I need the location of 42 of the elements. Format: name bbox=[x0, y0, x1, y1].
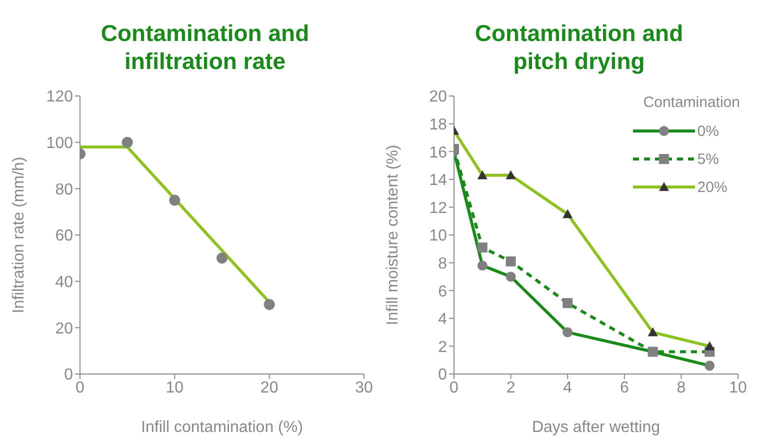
x-tick-label: 0 bbox=[76, 379, 85, 396]
y-axis-title: Infill moisture content (%) bbox=[384, 144, 402, 326]
chart-title: Contamination and infiltration rate bbox=[100, 19, 310, 76]
y-tick-label: 40 bbox=[55, 274, 74, 292]
y-tick-label: 0 bbox=[64, 366, 74, 384]
legend-label: 5% bbox=[697, 150, 719, 168]
y-tick-label: 4 bbox=[438, 311, 448, 328]
y-tick-label: 60 bbox=[55, 228, 74, 245]
y-tick-label: 20 bbox=[429, 88, 448, 106]
y-tick-label: 100 bbox=[46, 135, 74, 152]
x-tick-label: 4 bbox=[563, 379, 572, 396]
point bbox=[264, 299, 275, 310]
y-tick-label: 120 bbox=[46, 88, 74, 106]
y-tick-label: 18 bbox=[429, 116, 448, 134]
x-tick-label: 8 bbox=[676, 379, 686, 396]
y-tick-label: 20 bbox=[55, 320, 74, 338]
y-tick-label: 14 bbox=[429, 172, 448, 190]
y-tick-label: 16 bbox=[429, 144, 448, 162]
y-tick-label: 10 bbox=[429, 228, 448, 245]
x-tick-label: 6 bbox=[620, 379, 629, 396]
x-tick-label: 0 bbox=[450, 379, 459, 396]
point bbox=[122, 136, 133, 148]
x-tick-label: 20 bbox=[260, 379, 278, 396]
chart-title: Contamination and pitch drying bbox=[474, 19, 684, 76]
point bbox=[169, 194, 180, 206]
y-tick-label: 0 bbox=[438, 366, 448, 384]
point bbox=[216, 252, 228, 264]
x-axis-title: Infill contamination (%) bbox=[141, 419, 303, 436]
y-tick-label: 80 bbox=[55, 181, 74, 198]
x-tick-label: 10 bbox=[166, 379, 184, 396]
x-tick-label: 30 bbox=[355, 379, 373, 396]
y-tick-label: 12 bbox=[429, 200, 448, 217]
legend-title: Contamination bbox=[643, 94, 740, 111]
legend-label: 20% bbox=[697, 178, 728, 196]
y-axis-title: Infiltration rate (mm/h) bbox=[10, 156, 28, 314]
x-axis-title: Days after wetting bbox=[532, 419, 660, 436]
y-tick-label: 2 bbox=[438, 338, 448, 356]
y-tick-label: 6 bbox=[438, 283, 448, 300]
x-tick-label: 2 bbox=[506, 379, 516, 396]
y-tick-label: 8 bbox=[438, 255, 448, 272]
x-tick-label: 10 bbox=[729, 379, 747, 396]
legend-label: 0% bbox=[697, 122, 719, 140]
